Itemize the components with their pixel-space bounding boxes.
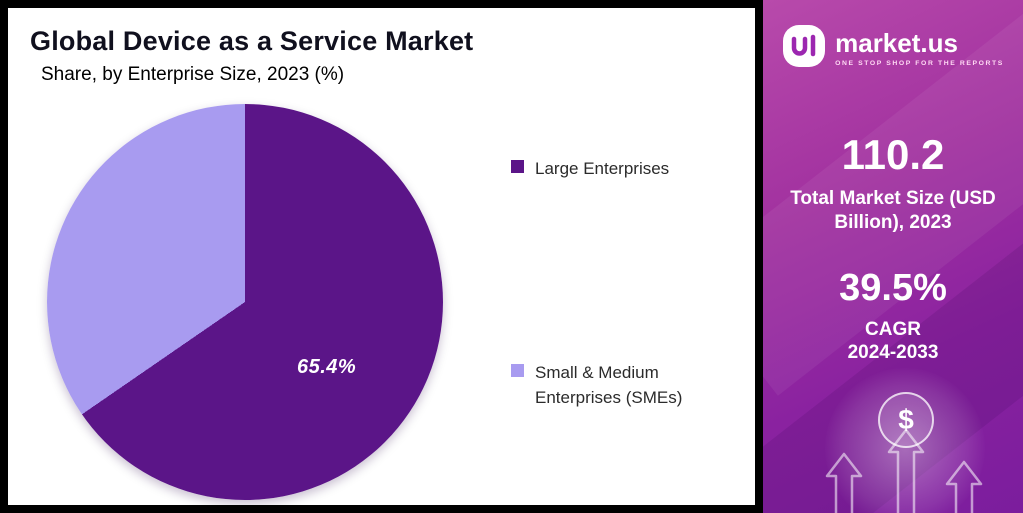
- cagr-label-block: CAGR 2024-2033: [763, 318, 1023, 366]
- up-arrow-icon: [887, 428, 925, 513]
- chart-legend: Large Enterprises Small & Medium Enterpr…: [511, 156, 703, 411]
- legend-label: Small & Medium Enterprises (SMEs): [535, 362, 683, 408]
- market-size-value: 110.2: [841, 131, 945, 178]
- brand-panel: market.us ONE STOP SHOP FOR THE REPORTS …: [763, 0, 1023, 513]
- chart-subtitle: Share, by Enterprise Size, 2023 (%): [41, 64, 345, 85]
- brand-text-block: market.us ONE STOP SHOP FOR THE REPORTS: [835, 27, 1004, 68]
- chart-panel: Global Device as a Service Market Share,…: [8, 8, 755, 505]
- pie-chart: 65.4%: [47, 104, 443, 500]
- legend-swatch: [511, 363, 524, 377]
- dollar-icon: $: [878, 392, 934, 448]
- market-size-label: Total Market Size (USD Billion), 2023: [790, 188, 996, 233]
- legend-item-large-enterprises: Large Enterprises: [511, 156, 703, 182]
- brand-tagline: ONE STOP SHOP FOR THE REPORTS: [835, 60, 1004, 68]
- stats-block: 110.2 Total Market Size (USD Billion), 2…: [763, 131, 1023, 365]
- up-arrow-icon: [825, 452, 863, 513]
- legend-swatch: [511, 160, 524, 173]
- pie-value-label: 65.4%: [297, 356, 357, 378]
- brand-logo: market.us ONE STOP SHOP FOR THE REPORTS: [763, 0, 1023, 73]
- chart-title: Global Device as a Service Market: [30, 26, 474, 56]
- up-arrow-icon: [945, 460, 983, 513]
- cagr-period: 2024-2033: [847, 342, 939, 364]
- brand-name: market.us: [835, 27, 958, 58]
- legend-label: Large Enterprises: [535, 159, 670, 178]
- legend-item-smes: Small & Medium Enterprises (SMEs): [511, 360, 703, 411]
- cagr-value: 39.5%: [839, 266, 947, 309]
- cagr-label: CAGR: [865, 318, 921, 340]
- marketus-logo-icon: [782, 24, 826, 73]
